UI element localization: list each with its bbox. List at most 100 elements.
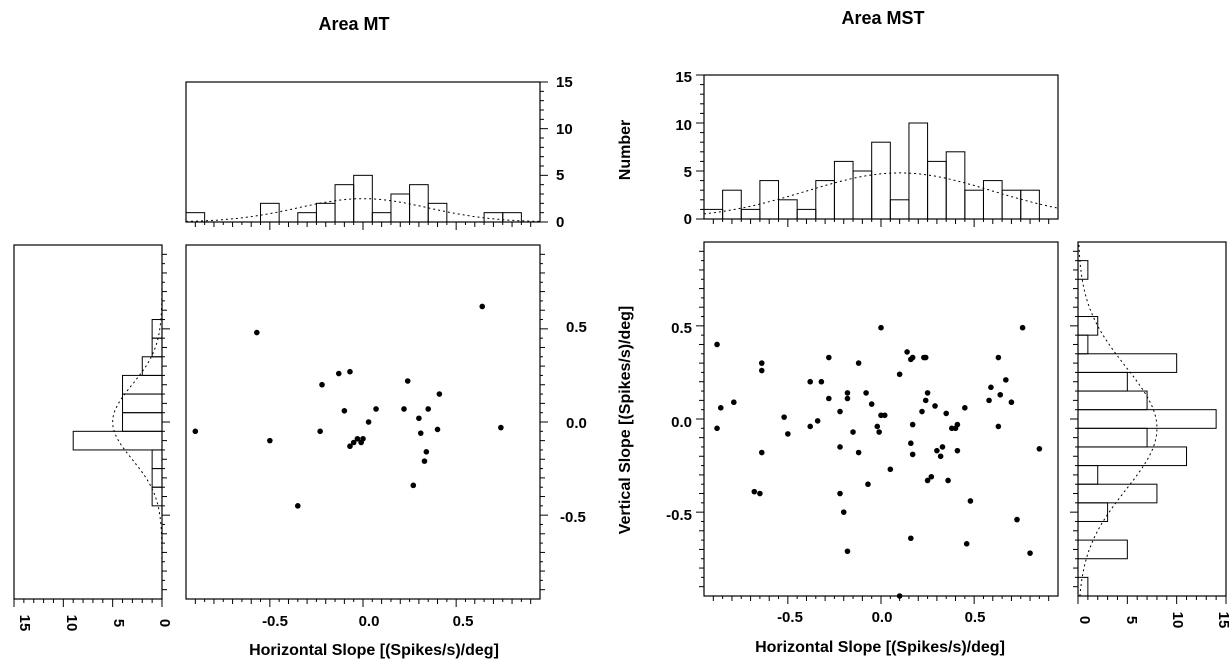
mst-side-hist-bar [1077,483,1158,504]
mt-data-point [253,329,260,336]
mst-side-hist-frame [1077,241,1227,597]
mst-data-point [937,453,944,460]
mt-top-hist-tick-label: 0 [556,214,564,231]
mst-top-hist-bar [722,189,742,220]
mst-data-point [840,509,847,515]
mst-data-point [924,477,931,484]
mst-data-point [837,490,843,497]
mst-side-hist-tick-label: 0 [1076,616,1093,624]
mst-x-tick-label: 0.0 [872,609,893,626]
mst-data-point [887,466,894,473]
mt-y-tick-label: 0.0 [566,415,587,432]
mst-data-point [878,324,884,331]
mt-data-point [436,391,443,397]
mst-side-hist-bar [1077,334,1089,355]
mst-top-hist-bar [908,122,929,220]
mt-top-hist-bar [315,202,336,223]
mst-data-point [922,354,929,361]
mst-top-histogram [703,122,1059,220]
mst-data-point [1008,399,1015,406]
mst-top-hist-tick-label: 10 [675,117,692,134]
mt-top-hist-bar [409,184,429,223]
mst-x-tick-labels: -0.5 0.0 0.5 [777,609,985,626]
mt-top-histogram [185,174,540,223]
mst-data-point [826,395,832,402]
mst-data-point [995,423,1002,430]
mst-data-point [751,488,758,495]
mt-data-point [192,428,199,435]
mst-top-hist-bar [796,208,817,220]
mst-data-point [934,447,940,454]
mt-data-point [421,458,428,464]
mst-data-point [807,378,813,385]
mst-data-point [855,449,862,456]
mst-top-hist-bar [740,208,761,220]
mt-data-point [401,406,407,412]
mst-side-hist-bar [1077,576,1089,597]
mst-top-hist-bar [759,180,780,220]
mst-data-point [714,425,720,432]
mst-data-point [781,414,787,420]
mst-side-hist-tick-label: 15 [1215,612,1230,629]
mst-data-point [945,477,951,484]
mst-data-point [1027,550,1033,556]
mst-side-histogram [1077,241,1217,597]
mst-data-point [932,403,938,409]
mst-top-hist-tick-label: 5 [684,164,692,181]
mst-side-hist-tick-label: 5 [1123,616,1140,624]
mt-data-point [404,378,411,384]
mt-side-hist-bar [151,337,163,358]
mt-side-hist-bar [151,449,163,470]
mt-data-point [319,381,325,388]
mst-scatter-points [714,324,1043,599]
mt-top-hist-tick-label: 15 [556,74,573,91]
mst-top-hist-frame [703,74,1059,220]
mst-y-tick-label: 0.5 [671,320,692,337]
mst-data-point [986,397,992,404]
mst-top-hist-bar [871,141,891,220]
mst-side-hist-bar [1077,465,1099,485]
mt-side-hist-tick-label: 10 [63,615,80,632]
mst-data-point [909,421,916,428]
mst-side-hist-bar [1077,446,1188,467]
mst-top-hist-bar [833,160,854,220]
mt-x-tick-label: 0.0 [359,613,380,630]
mst-data-point [876,429,882,435]
mt-top-hist-tick-label: 10 [556,121,573,138]
mst-data-point [837,444,843,450]
mt-x-tick-label: -0.5 [262,613,288,630]
mst-top-hist-bar [945,151,966,220]
mst-y-tick-label: -0.5 [666,507,692,524]
mst-x-axis-title: Horizontal Slope [(Spikes/s)/deg] [755,639,1005,656]
mst-data-point [844,395,851,402]
mst-data-point [717,405,724,411]
mst-data-point [896,593,903,599]
mst-data-point [881,412,888,419]
mt-axis-ticks [13,81,548,607]
mst-data-point [868,401,875,407]
mst-y-tick-labels: 0.5 0.0 -0.5 [666,320,692,524]
mt-top-hist-tick-label: 5 [556,167,564,184]
mt-data-point [498,424,504,431]
mst-top-hist-bar [1001,189,1022,220]
mst-data-point [844,548,851,555]
mst-data-point [758,367,765,374]
mt-x-tick-labels: -0.5 0.0 0.5 [262,613,473,630]
mt-scatter-frame [185,244,541,600]
mst-side-hist-fit-curve [1078,241,1158,597]
mst-data-point [837,408,843,415]
mst-side-hist-bar [1077,427,1148,448]
mst-data-point [908,356,914,363]
mst-data-point [758,449,765,456]
mt-side-hist-bar [72,430,163,451]
mst-x-tick-label: 0.5 [965,609,986,626]
mst-data-point [758,360,765,366]
mt-y-tick-label: 0.5 [566,319,587,336]
mst-side-hist-bar [1077,502,1109,522]
mst-data-point [865,481,871,488]
mst-data-point [922,397,929,404]
mst-data-point [962,405,968,411]
mt-data-point [358,439,364,446]
mt-data-point [267,437,273,444]
mst-top-hist-bar [927,160,947,220]
